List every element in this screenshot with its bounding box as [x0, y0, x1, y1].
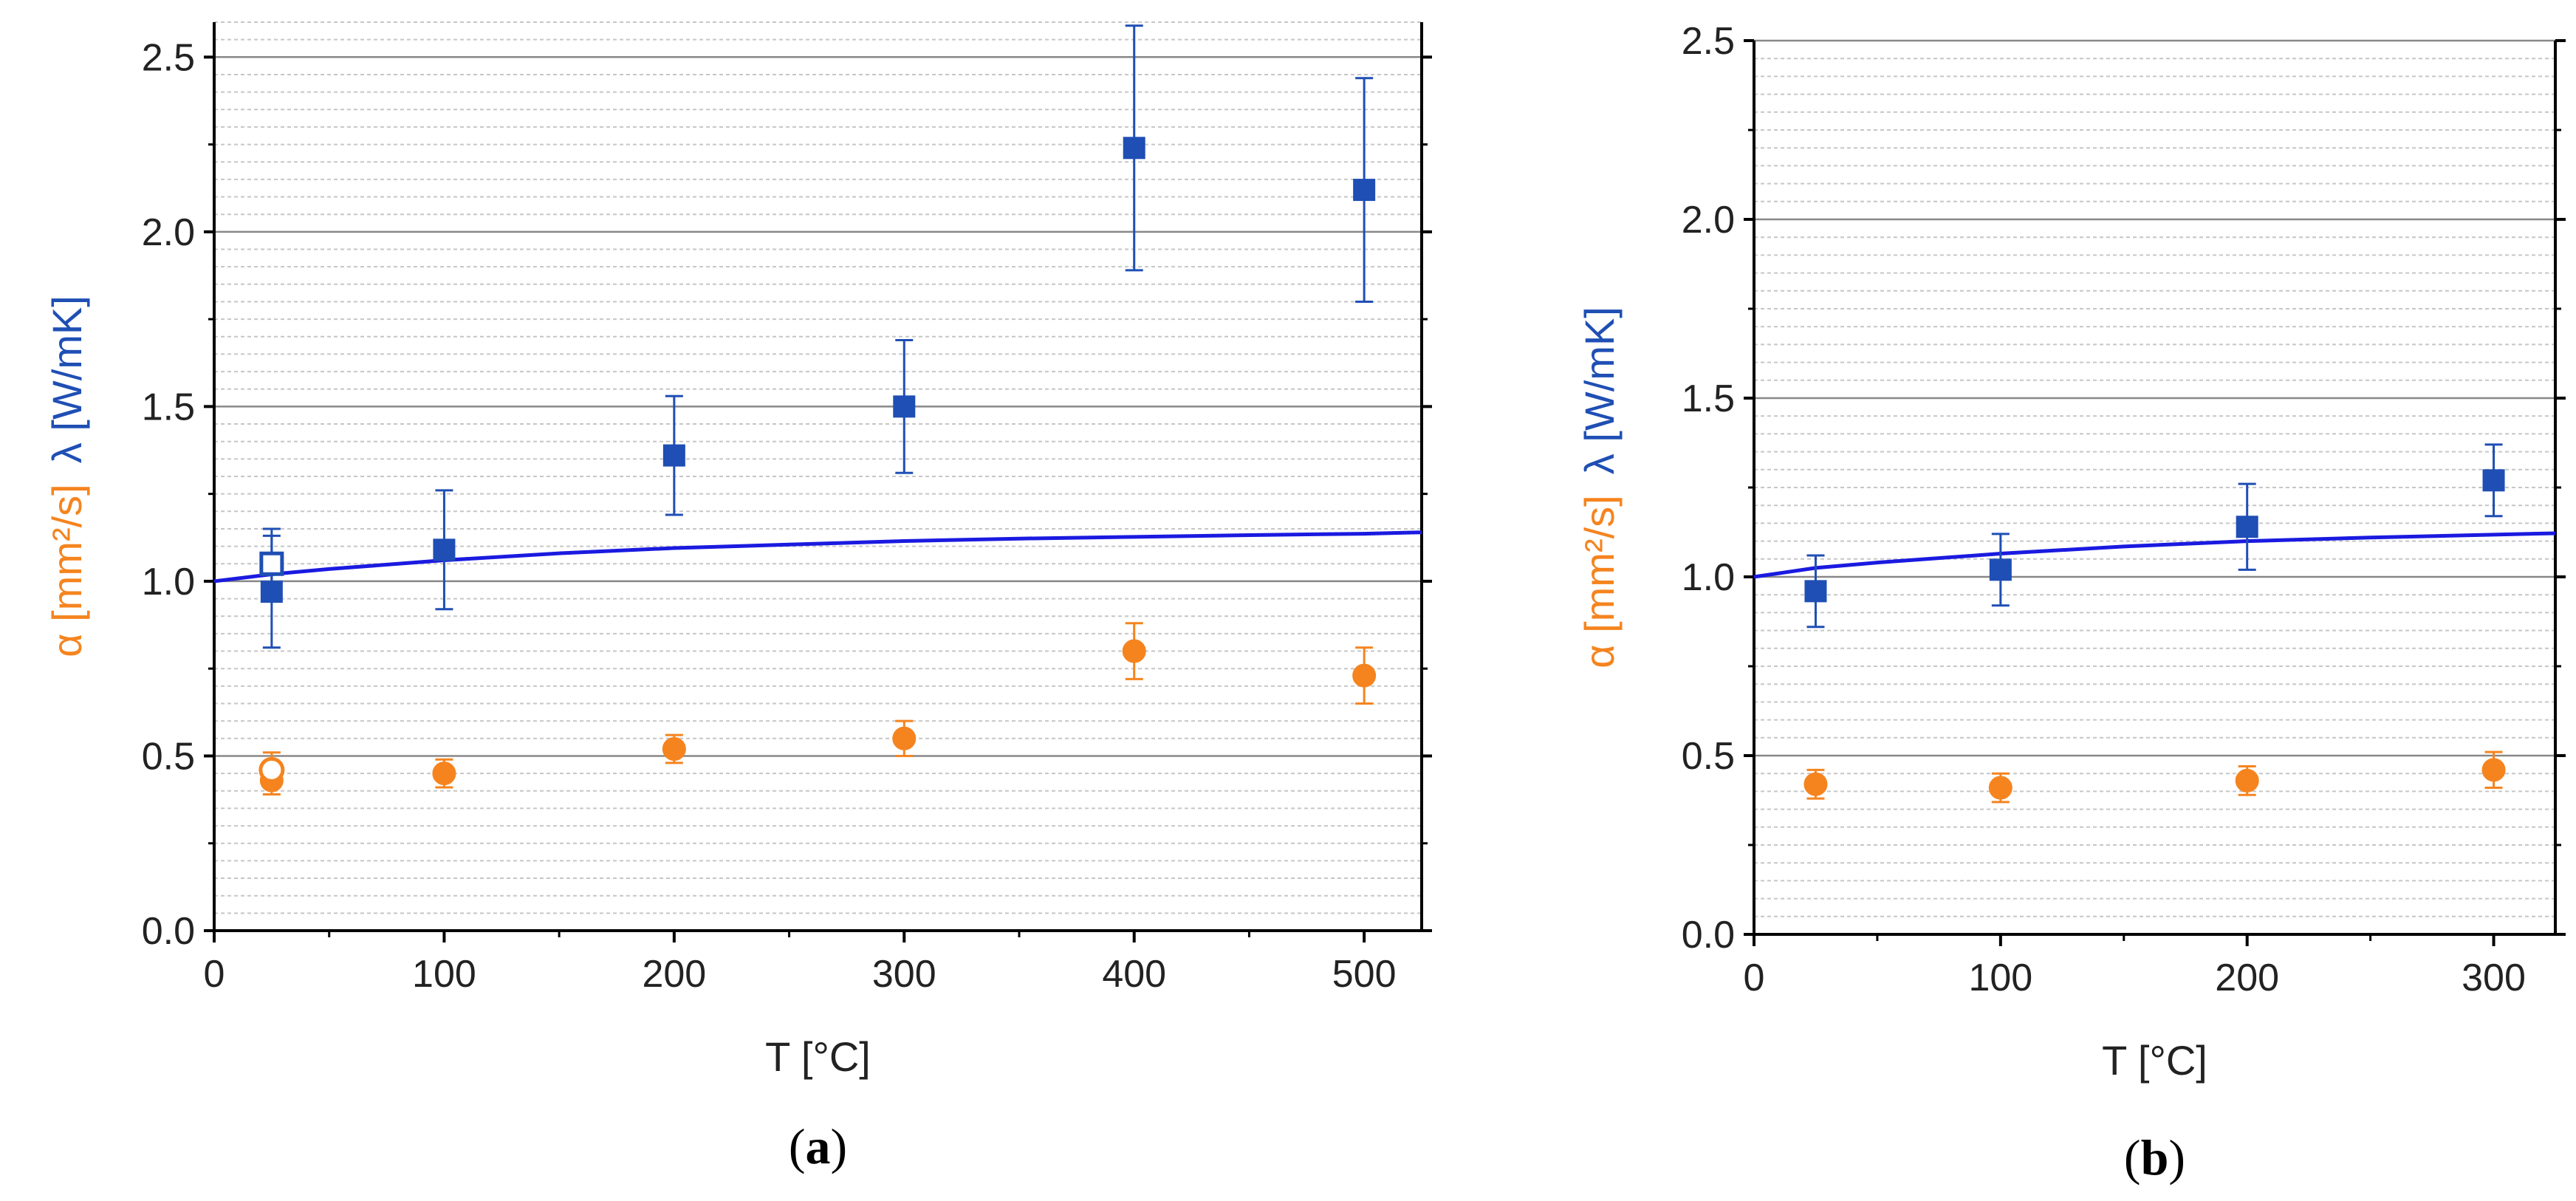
x-tick-label: 300 — [872, 953, 936, 996]
x-axis-title: T [°C] — [2102, 1037, 2207, 1084]
y-axis-title-gap — [1576, 474, 1623, 495]
lambda-point — [1989, 558, 2012, 581]
alpha-point — [892, 726, 917, 750]
alpha-point — [1803, 772, 1828, 796]
caption-letter: b — [2141, 1129, 2169, 1185]
x-tick-label: 100 — [1968, 957, 2032, 999]
alpha-point — [1988, 776, 2012, 800]
y-tick-label: 2.5 — [1682, 20, 1735, 63]
y-axis-title-lambda: λ [W/mK] — [44, 295, 90, 463]
lambda-fit-curve — [1753, 531, 2556, 579]
caption-open: ( — [2124, 1129, 2141, 1185]
lambda-point — [2236, 516, 2258, 538]
y-tick-label: 0.5 — [1682, 735, 1735, 778]
y-tick-label: 1.5 — [142, 386, 195, 428]
y-tick-label: 0.0 — [142, 910, 195, 953]
caption-close: ) — [2168, 1129, 2185, 1185]
alpha-point — [1122, 639, 1146, 663]
lambda-point — [259, 551, 284, 576]
lambda-point — [433, 538, 456, 561]
alpha-point — [258, 756, 285, 783]
caption-open: ( — [789, 1118, 806, 1174]
y-tick-label: 0.0 — [1682, 914, 1735, 957]
y-axis-title-alpha: α [mm²/s] — [1576, 495, 1623, 668]
chart-b: 0.0 0.5 1.0 1.5 2.0 2.5 0 100 200 300 T [°C] α [mm²… — [1576, 20, 2566, 1185]
x-tick-label: 0 — [204, 953, 225, 996]
y-tick-label: 2.0 — [142, 211, 195, 254]
lambda-point — [2482, 469, 2505, 492]
y-axis-title: α [mm²/s] λ [W/mK] — [44, 295, 90, 657]
alpha-point — [432, 762, 456, 786]
x-tick-label: 400 — [1102, 953, 1166, 996]
y-tick-label: 1.5 — [1682, 377, 1735, 420]
x-tick-label: 0 — [1744, 957, 1765, 999]
x-tick-label: 200 — [2215, 957, 2279, 999]
y-axis-title-alpha: α [mm²/s] — [44, 484, 90, 657]
lambda-point — [662, 444, 685, 467]
x-tick-label: 300 — [2462, 957, 2526, 999]
alpha-point — [1352, 663, 1377, 688]
x-tick-label: 500 — [1332, 953, 1397, 996]
x-axis-title: T [°C] — [765, 1033, 871, 1080]
lambda-point — [1123, 137, 1145, 160]
caption-close: ) — [831, 1118, 848, 1174]
y-tick-label: 2.0 — [1682, 199, 1735, 242]
y-axis-title-gap — [44, 463, 90, 484]
y-tick-label: 1.0 — [1682, 556, 1735, 599]
lambda-point — [1353, 179, 1376, 202]
lambda-fit-curve — [213, 530, 1422, 584]
x-tick-label: 200 — [642, 953, 706, 996]
alpha-point — [2481, 758, 2506, 782]
panel-caption: (a) — [789, 1118, 847, 1174]
panel-caption: (b) — [2124, 1129, 2185, 1185]
x-tick-label: 100 — [412, 953, 476, 996]
alpha-point — [2235, 768, 2259, 793]
lambda-point — [893, 395, 916, 418]
alpha-point — [662, 737, 686, 761]
y-tick-label: 2.5 — [142, 36, 195, 79]
lambda-point — [1804, 580, 1827, 603]
y-axis-title: α [mm²/s] λ [W/mK] — [1576, 307, 1623, 668]
y-tick-label: 1.0 — [142, 561, 195, 603]
y-axis-title-lambda: λ [W/mK] — [1576, 307, 1623, 474]
caption-letter: a — [806, 1118, 831, 1174]
chart-a: 0.0 0.5 1.0 1.5 2.0 2.5 0 100 200 300 400 500 T [°C]… — [44, 21, 1432, 1174]
y-tick-label: 0.5 — [142, 735, 195, 778]
